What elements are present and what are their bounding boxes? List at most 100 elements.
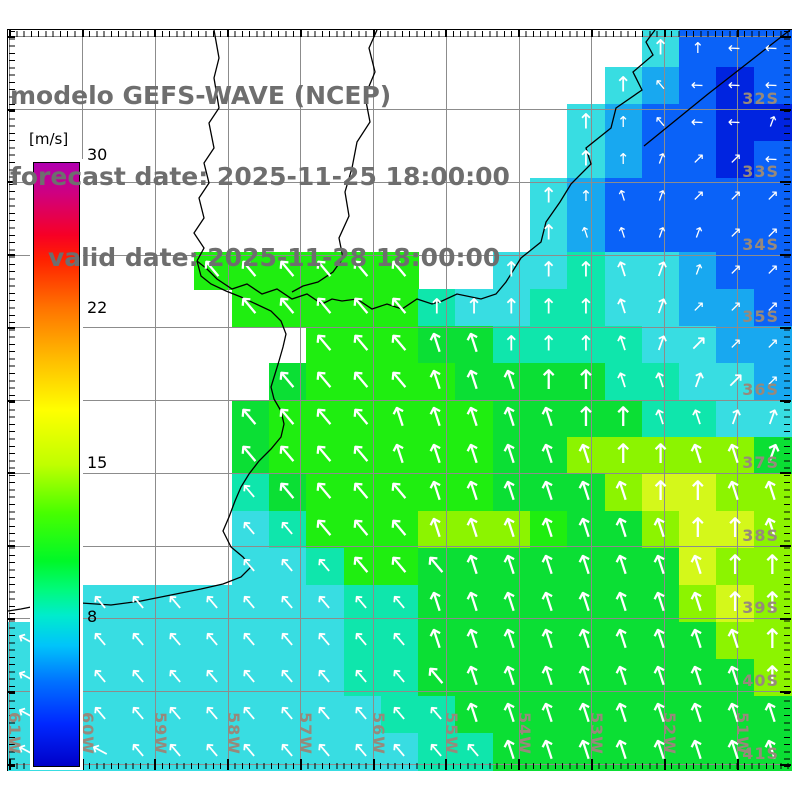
degree-tick bbox=[590, 30, 593, 37]
wind-cell bbox=[567, 326, 606, 364]
wind-cell bbox=[45, 659, 84, 697]
wind-cell bbox=[530, 659, 568, 697]
wind-cell bbox=[492, 252, 531, 290]
wind-arrow-icon: ↑ bbox=[343, 361, 381, 400]
wind-cell bbox=[567, 104, 606, 142]
wind-cell bbox=[679, 511, 718, 549]
wind-cell bbox=[194, 696, 233, 734]
wind-arrow-icon: ↑ bbox=[11, 662, 41, 690]
wind-arrow-icon: ↑ bbox=[383, 435, 416, 473]
wind-arrow-icon: ↑ bbox=[48, 662, 79, 690]
wind-arrow-icon: ↑ bbox=[235, 550, 265, 580]
wind-cell bbox=[194, 252, 233, 290]
gridline-lat bbox=[8, 400, 791, 402]
wind-arrow-icon: ↑ bbox=[537, 364, 560, 396]
wind-cell bbox=[641, 215, 680, 253]
wind-arrow-icon: ↑ bbox=[577, 145, 595, 170]
wind-cell bbox=[45, 622, 84, 660]
wind-cell bbox=[231, 474, 270, 512]
wind-cell bbox=[753, 585, 792, 623]
gridline-lon bbox=[664, 30, 666, 770]
wind-arrow-icon: ↑ bbox=[421, 398, 453, 436]
wind-arrow-icon: ↑ bbox=[616, 112, 630, 131]
wind-arrow-icon: ↑ bbox=[380, 546, 419, 585]
wind-arrow-icon: ↑ bbox=[269, 435, 307, 474]
wind-arrow-icon: ↑ bbox=[495, 361, 527, 399]
axis-labels-layer: 61W 60W 59W 58W 57W 56W 55W 54W 53W 52W 51W 32S 33S 3… bbox=[5, 30, 791, 770]
wind-arrow-icon: ↑ bbox=[723, 549, 747, 581]
wind-arrow-icon: ↑ bbox=[123, 735, 153, 765]
wind-arrow-icon: ↑ bbox=[610, 328, 636, 358]
wind-arrow-icon: ↑ bbox=[310, 587, 340, 617]
wind-arrow-icon: ↑ bbox=[458, 398, 490, 436]
wind-cell bbox=[679, 733, 718, 771]
wind-cell bbox=[604, 215, 643, 253]
wind-cell bbox=[604, 696, 643, 734]
wind-arrow-icon: ↑ bbox=[688, 258, 707, 280]
wind-cell bbox=[269, 733, 307, 771]
degree-tick bbox=[81, 759, 84, 770]
wind-arrow-icon: ↑ bbox=[574, 364, 598, 396]
wind-arrow-icon: ↑ bbox=[269, 287, 307, 326]
wind-cell bbox=[753, 733, 792, 771]
wind-cell bbox=[343, 474, 382, 512]
wind-cell bbox=[679, 252, 718, 290]
degree-tick bbox=[780, 35, 791, 38]
wind-cell bbox=[716, 474, 755, 512]
degree-tick bbox=[81, 30, 84, 37]
wind-cell bbox=[492, 659, 531, 697]
wind-arrow-icon: ↑ bbox=[235, 698, 265, 728]
wind-cell bbox=[343, 733, 382, 771]
wind-cell bbox=[641, 67, 680, 105]
wind-cell bbox=[679, 548, 718, 586]
degree-tick bbox=[445, 30, 448, 37]
wind-cell bbox=[418, 400, 457, 438]
wind-arrow-icon: ↑ bbox=[235, 661, 265, 691]
wind-cell bbox=[455, 474, 494, 512]
wind-cell bbox=[8, 622, 46, 660]
wind-arrow-icon: ↑ bbox=[347, 698, 377, 728]
wind-cell bbox=[716, 104, 755, 142]
wind-cell bbox=[492, 622, 531, 660]
wind-cell bbox=[716, 252, 755, 290]
wind-cell bbox=[641, 437, 680, 475]
lon-label: 61W bbox=[5, 712, 25, 755]
degree-tick bbox=[780, 690, 791, 693]
wind-cell bbox=[380, 585, 419, 623]
wind-arrow-icon: ↑ bbox=[644, 657, 677, 695]
wind-cell bbox=[604, 548, 643, 586]
wind-cell bbox=[306, 548, 345, 586]
wind-arrow-icon: ↑ bbox=[533, 731, 565, 769]
wind-cell bbox=[269, 289, 307, 327]
wind-cell bbox=[455, 585, 494, 623]
wind-cell bbox=[418, 511, 457, 549]
wind-arrow-icon: ↑ bbox=[648, 291, 674, 321]
gridline-lon bbox=[227, 30, 229, 770]
wind-arrow-icon: ↑ bbox=[607, 620, 639, 658]
wind-cell bbox=[492, 363, 531, 401]
wind-cell bbox=[716, 696, 755, 734]
wind-cell bbox=[604, 289, 643, 327]
wind-arrow-icon: ↑ bbox=[682, 435, 714, 473]
wind-cell bbox=[530, 289, 568, 327]
wind-arrow-icon: ↑ bbox=[756, 435, 789, 473]
wind-cell bbox=[641, 733, 680, 771]
coastline bbox=[8, 30, 791, 612]
wind-cell bbox=[753, 289, 792, 327]
wind-arrow-icon: ↑ bbox=[533, 657, 565, 695]
wind-arrow-icon: ↑ bbox=[48, 699, 79, 727]
degree-tick bbox=[663, 759, 666, 770]
wind-arrow-icon: ↑ bbox=[458, 435, 490, 473]
wind-arrow-icon: ↑ bbox=[272, 698, 302, 728]
wind-arrow-icon: ↑ bbox=[651, 184, 670, 206]
wind-cell bbox=[716, 363, 755, 401]
wind-arrow-icon: ↑ bbox=[380, 287, 419, 326]
wind-cell bbox=[343, 622, 382, 660]
wind-arrow-icon: ↑ bbox=[343, 324, 381, 363]
wind-cell bbox=[418, 548, 457, 586]
wind-arrow-icon: ↑ bbox=[607, 583, 639, 621]
wind-arrow-icon: ↑ bbox=[343, 287, 381, 326]
wind-cell bbox=[82, 733, 121, 771]
wind-cell bbox=[119, 696, 158, 734]
wind-cell bbox=[604, 622, 643, 660]
